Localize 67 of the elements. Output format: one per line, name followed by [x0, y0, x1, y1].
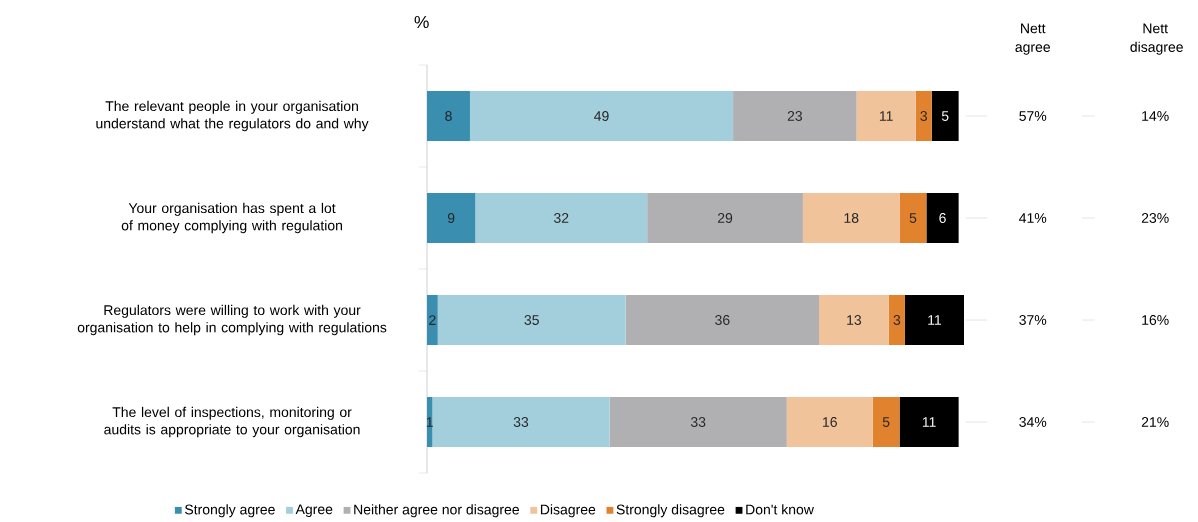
- text: Nett agree: [1015, 23, 1051, 55]
- text: 16%: [1142, 315, 1169, 325]
- bar: [427, 295, 438, 346]
- legend-label: Agree: [295, 504, 333, 518]
- text: 34%: [1019, 417, 1047, 427]
- data-label: 16: [823, 417, 837, 427]
- legend-label: Strongly agree: [185, 504, 275, 518]
- bar: [899, 397, 959, 448]
- data-label: 2: [429, 315, 436, 325]
- bar: [475, 193, 648, 244]
- data-label: 13: [847, 315, 862, 325]
- data-label: 11: [879, 111, 893, 121]
- data-label: 23: [787, 111, 803, 121]
- text: 14%: [1142, 111, 1169, 121]
- data-label: 49: [594, 111, 609, 121]
- y-tick-label: Regulators were willing to work with your organisation to help in complying with regulations: [77, 304, 387, 336]
- bar: [733, 91, 857, 142]
- y-tick-label: Your organisation has spent a lot of money complying with regulation: [121, 202, 343, 234]
- bar: [899, 193, 927, 244]
- bar: [931, 91, 959, 142]
- data-label: 5: [882, 417, 890, 427]
- data-label: 5: [941, 111, 949, 121]
- text: 21%: [1141, 417, 1169, 427]
- bar: [926, 193, 959, 244]
- data-label: 6: [939, 213, 946, 223]
- legend-label: Don't know: [746, 504, 814, 515]
- bar: [786, 397, 873, 448]
- bar: [888, 295, 905, 346]
- data-label: 36: [715, 315, 730, 325]
- data-label: 3: [893, 315, 901, 325]
- y-tick-label: The level of inspections, monitoring or audits is appropriate to your organisation: [104, 406, 360, 438]
- data-label: 3: [920, 111, 928, 121]
- data-label: 35: [524, 315, 539, 325]
- data-label: 32: [553, 213, 569, 223]
- data-label: 29: [717, 213, 733, 223]
- bar: [802, 193, 900, 244]
- text: 37%: [1019, 315, 1047, 325]
- x-axis-title: %: [414, 15, 429, 29]
- text: 41%: [1019, 213, 1047, 223]
- bar: [856, 91, 916, 142]
- legend-label: Neither agree nor disagree: [354, 504, 519, 518]
- data-label: 11: [928, 315, 942, 325]
- bar: [904, 295, 965, 346]
- legend-label: Strongly disagree: [616, 504, 725, 518]
- data-label: 18: [844, 213, 859, 223]
- legend-label: Disagree: [540, 504, 596, 518]
- bar: [647, 193, 803, 244]
- data-label: 8: [445, 111, 452, 121]
- data-label: 11: [922, 417, 936, 427]
- bar: [469, 91, 734, 142]
- bar: [625, 295, 820, 346]
- data-label: 9: [447, 213, 455, 223]
- text: 23%: [1141, 213, 1169, 223]
- bar: [609, 397, 787, 448]
- data-label: 5: [909, 213, 917, 223]
- bar: [437, 295, 626, 346]
- bar: [432, 397, 610, 448]
- y-tick-label: The relevant people in your organisation understand what the regulators do and why: [96, 100, 369, 132]
- text: Nett disagree: [1130, 23, 1183, 55]
- bar: [819, 295, 889, 346]
- data-label: 33: [690, 417, 706, 427]
- bar: [427, 91, 470, 142]
- text: 57%: [1019, 111, 1047, 121]
- bar: [872, 397, 900, 448]
- bar: [915, 91, 932, 142]
- data-label: 33: [513, 417, 529, 427]
- bar: [427, 193, 476, 244]
